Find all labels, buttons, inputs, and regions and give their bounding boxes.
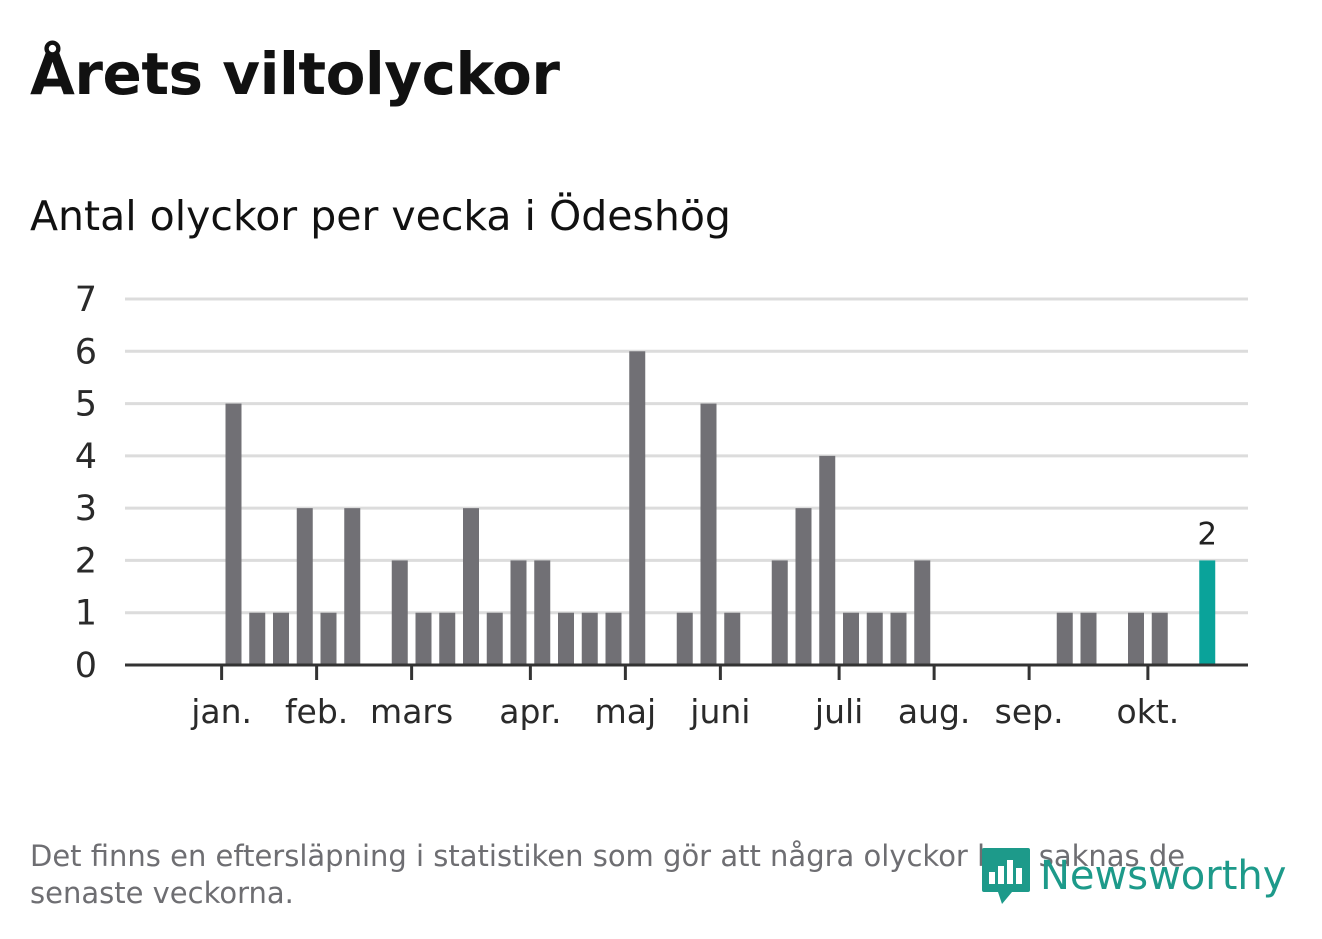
bar: [914, 560, 931, 665]
chart-title: Årets viltolyckor: [30, 40, 560, 108]
x-tick-label: aug.: [898, 692, 971, 731]
bar: [1128, 612, 1144, 665]
bar: [320, 612, 337, 665]
bar: [629, 351, 646, 665]
bar: [724, 612, 741, 665]
bar: [558, 612, 574, 665]
bar: [463, 508, 479, 665]
bar: [534, 560, 551, 665]
y-tick-label: 2: [75, 541, 97, 581]
bar: [605, 612, 622, 665]
bars: [225, 351, 1216, 665]
x-tick-label: feb.: [285, 692, 348, 731]
bar: [486, 612, 503, 665]
y-tick-label: 7: [75, 280, 97, 320]
bar: [676, 612, 693, 665]
bar-chart: 0 1 2 3 4 5 6 7 jan. feb. mars apr. maj juni juli aug. s…: [75, 280, 1248, 731]
y-tick-label: 5: [75, 385, 97, 425]
bar: [439, 612, 456, 665]
x-tick-label: juli: [814, 692, 863, 731]
bar: [795, 508, 812, 665]
grid-lines: [125, 297, 1248, 615]
bar: [866, 612, 883, 665]
bar: [225, 403, 242, 665]
bar: [344, 508, 361, 665]
bar: [700, 403, 717, 665]
bar: [391, 560, 408, 665]
brand-name: Newsworthy: [1040, 853, 1287, 899]
y-tick-label: 4: [75, 437, 97, 477]
x-tick-label: mars: [370, 692, 453, 731]
data-label: 2: [1197, 516, 1217, 552]
bar-chart-speech-bubble-icon: [982, 848, 1030, 904]
bar: [249, 612, 266, 665]
bar: [1151, 612, 1168, 665]
newsworthy-logo[interactable]: Newsworthy: [980, 846, 1286, 906]
bar: [1056, 612, 1073, 665]
y-tick-label: 6: [75, 332, 97, 372]
bar: [890, 612, 907, 665]
bar: [415, 612, 432, 665]
x-tick-label: juni: [689, 692, 750, 731]
bar: [771, 560, 788, 665]
axes: [125, 663, 1248, 680]
x-tick-label: maj: [595, 692, 657, 731]
y-tick-label: 0: [75, 646, 97, 686]
bar: [273, 612, 289, 665]
bar: [296, 508, 313, 665]
chart-subtitle: Antal olyckor per vecka i Ödeshög: [30, 192, 731, 240]
x-tick-label: apr.: [499, 692, 561, 731]
labels: 0 1 2 3 4 5 6 7 jan. feb. mars apr. maj juni juli aug. s…: [75, 280, 1217, 731]
highlight-bar: [1199, 560, 1216, 665]
bar: [510, 560, 527, 665]
bar: [819, 455, 836, 665]
y-tick-label: 1: [75, 594, 97, 634]
x-tick-label: okt.: [1117, 692, 1180, 731]
x-tick-label: sep.: [995, 692, 1064, 731]
x-tick-label: jan.: [190, 692, 252, 731]
y-tick-label: 3: [75, 489, 97, 529]
bar: [1080, 612, 1097, 665]
bar: [843, 612, 859, 665]
bar: [581, 612, 598, 665]
